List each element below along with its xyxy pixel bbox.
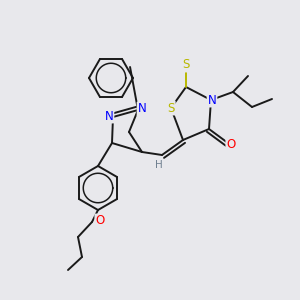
Text: S: S: [167, 101, 175, 115]
Text: O: O: [226, 137, 236, 151]
Text: N: N: [208, 94, 216, 106]
Text: S: S: [182, 58, 190, 71]
Text: O: O: [95, 214, 105, 227]
Text: H: H: [155, 160, 163, 170]
Text: N: N: [105, 110, 113, 122]
Text: N: N: [138, 103, 146, 116]
